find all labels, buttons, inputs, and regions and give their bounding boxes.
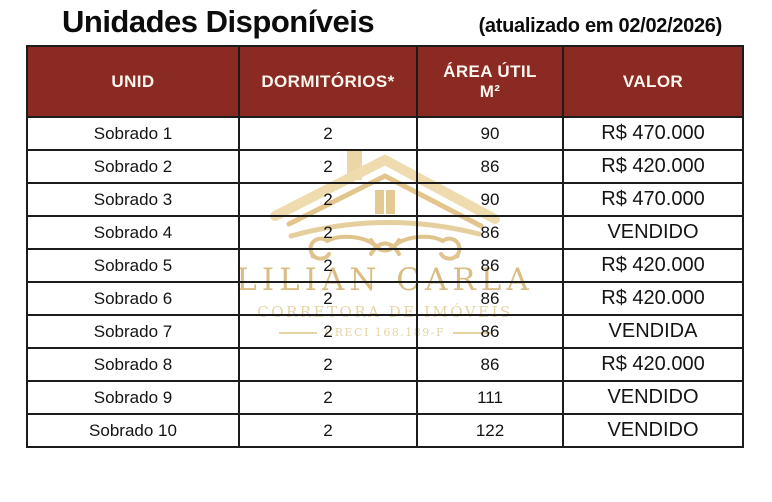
cell-unid: Sobrado 5	[26, 248, 240, 283]
table-header-row: UNID DORMITÓRIOS* ÁREA ÚTIL M² VALOR	[26, 45, 744, 118]
cell-dormitorios: 2	[238, 314, 418, 349]
cell-valor: R$ 420.000	[562, 248, 744, 283]
cell-dormitorios: 2	[238, 182, 418, 217]
cell-unid: Sobrado 8	[26, 347, 240, 382]
cell-valor: R$ 420.000	[562, 347, 744, 382]
cell-dormitorios: 2	[238, 248, 418, 283]
header-cell-unid: UNID	[26, 45, 240, 118]
title-row: Unidades Disponíveis (atualizado em 02/0…	[62, 4, 722, 40]
cell-valor: VENDIDO	[562, 380, 744, 415]
header-area-line2: M²	[479, 81, 501, 101]
page-title: Unidades Disponíveis	[62, 4, 375, 39]
cell-unid: Sobrado 4	[26, 215, 240, 250]
table-row: Sobrado 9 2 111 VENDIDO	[26, 380, 744, 415]
cell-unid: Sobrado 6	[26, 281, 240, 316]
cell-area: 90	[416, 116, 564, 151]
table-row: Sobrado 1 2 90 R$ 470.000	[26, 116, 744, 151]
cell-unid: Sobrado 3	[26, 182, 240, 217]
cell-unid: Sobrado 9	[26, 380, 240, 415]
cell-unid: Sobrado 2	[26, 149, 240, 184]
cell-valor: VENDIDA	[562, 314, 744, 349]
page-subtitle: (atualizado em 02/02/2026)	[478, 15, 723, 37]
cell-dormitorios: 2	[238, 380, 418, 415]
header-area-line1: ÁREA ÚTIL	[443, 61, 537, 81]
cell-dormitorios: 2	[238, 215, 418, 250]
cell-dormitorios: 2	[238, 347, 418, 382]
cell-valor: VENDIDO	[562, 413, 744, 448]
cell-area: 111	[416, 380, 564, 415]
cell-valor: R$ 420.000	[562, 149, 744, 184]
cell-unid: Sobrado 1	[26, 116, 240, 151]
cell-unid: Sobrado 7	[26, 314, 240, 349]
units-table: UNID DORMITÓRIOS* ÁREA ÚTIL M² VALOR Sob…	[26, 45, 744, 448]
cell-valor: VENDIDO	[562, 215, 744, 250]
cell-area: 90	[416, 182, 564, 217]
cell-area: 86	[416, 281, 564, 316]
table-row: Sobrado 8 2 86 R$ 420.000	[26, 347, 744, 382]
cell-area: 86	[416, 248, 564, 283]
table-row: Sobrado 3 2 90 R$ 470.000	[26, 182, 744, 217]
header-cell-dormitorios: DORMITÓRIOS*	[238, 45, 418, 118]
table-row: Sobrado 4 2 86 VENDIDO	[26, 215, 744, 250]
cell-area: 86	[416, 347, 564, 382]
table-row: Sobrado 6 2 86 R$ 420.000	[26, 281, 744, 316]
cell-unid: Sobrado 10	[26, 413, 240, 448]
cell-area: 86	[416, 314, 564, 349]
table-row: Sobrado 10 2 122 VENDIDO	[26, 413, 744, 448]
cell-valor: R$ 420.000	[562, 281, 744, 316]
header-cell-valor: VALOR	[562, 45, 744, 118]
cell-dormitorios: 2	[238, 281, 418, 316]
table-row: Sobrado 2 2 86 R$ 420.000	[26, 149, 744, 184]
cell-valor: R$ 470.000	[562, 182, 744, 217]
cell-dormitorios: 2	[238, 116, 418, 151]
cell-area: 86	[416, 215, 564, 250]
cell-area: 86	[416, 149, 564, 184]
header-cell-area: ÁREA ÚTIL M²	[416, 45, 564, 118]
cell-dormitorios: 2	[238, 149, 418, 184]
cell-dormitorios: 2	[238, 413, 418, 448]
cell-valor: R$ 470.000	[562, 116, 744, 151]
table-row: Sobrado 5 2 86 R$ 420.000	[26, 248, 744, 283]
table-row: Sobrado 7 2 86 VENDIDA	[26, 314, 744, 349]
cell-area: 122	[416, 413, 564, 448]
